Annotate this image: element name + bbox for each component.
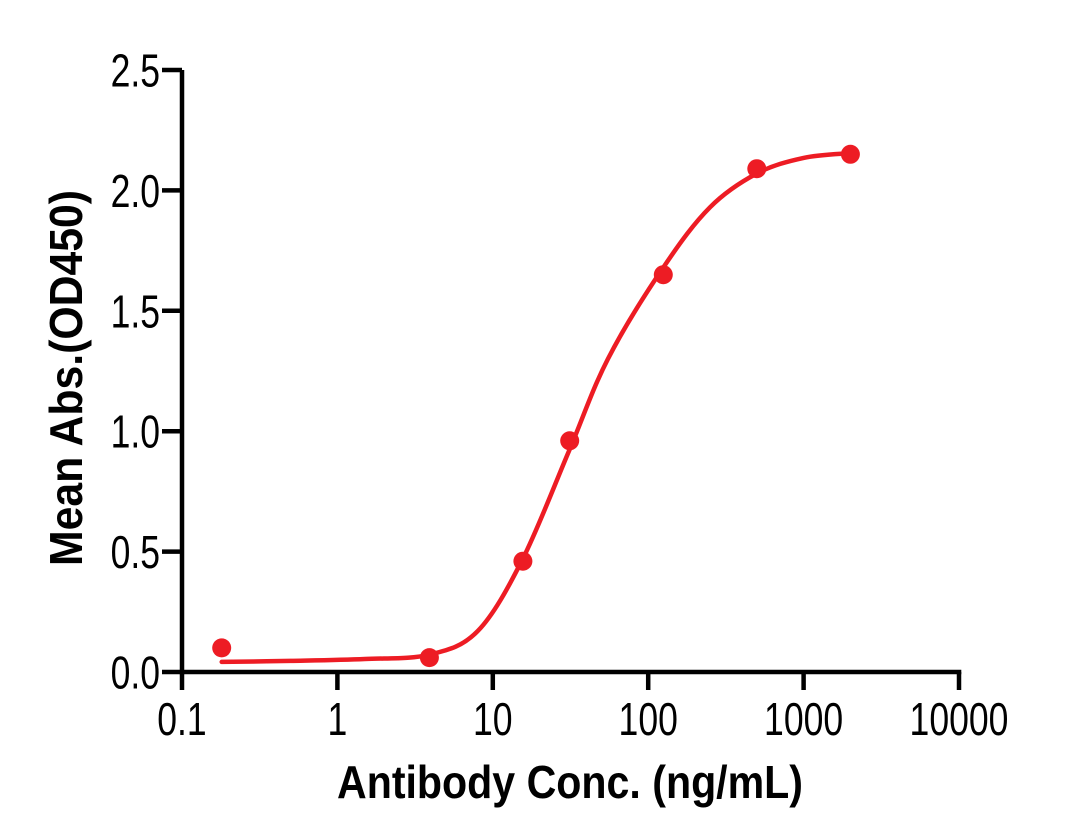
y-tick-label: 2.5 [111, 45, 160, 97]
data-point [653, 265, 673, 285]
y-tick-label: 0.5 [111, 526, 160, 578]
x-axis-title: Antibody Conc. (ng/mL) [337, 756, 803, 808]
x-tick-label: 1000 [764, 693, 843, 745]
data-point [747, 159, 767, 179]
y-axis-title: Mean Abs.(OD450) [40, 190, 92, 566]
x-tick-label: 10000 [910, 693, 1009, 745]
data-point [560, 431, 580, 451]
y-tick-label: 0.0 [111, 647, 160, 699]
y-tick-label: 2.0 [111, 165, 160, 217]
data-point [513, 551, 533, 571]
plot-area: 0.1 1 10 100 1000 10000 0.0 0.5 1.0 1.5 2.0 2.5 [111, 45, 1009, 746]
data-point [212, 638, 232, 658]
y-tick-label: 1.5 [111, 285, 160, 337]
fit-curve [219, 150, 853, 665]
x-tick-label: 10 [473, 693, 513, 745]
data-point [840, 144, 860, 164]
x-tick-label: 0.1 [157, 693, 206, 745]
x-tick-label: 1 [328, 693, 348, 745]
y-tick-label: 1.0 [111, 406, 160, 458]
data-point [419, 648, 439, 668]
x-tick-label: 100 [619, 693, 678, 745]
